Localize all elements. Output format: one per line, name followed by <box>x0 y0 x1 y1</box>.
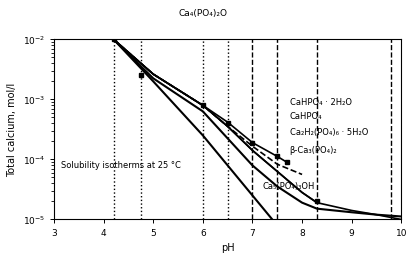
Y-axis label: Total calcium, mol/l: Total calcium, mol/l <box>7 82 17 177</box>
Text: Solubility isotherms at 25 °C: Solubility isotherms at 25 °C <box>61 161 181 170</box>
Text: Ca₄(PO₄)₂O: Ca₄(PO₄)₂O <box>178 9 226 18</box>
Text: Ca₂H₂(PO₄)₆ · 5H₂O: Ca₂H₂(PO₄)₆ · 5H₂O <box>289 128 367 137</box>
X-axis label: pH: pH <box>220 243 234 253</box>
Text: Ca₅(PO₄)₃OH: Ca₅(PO₄)₃OH <box>262 182 314 191</box>
Text: β-Ca₃(PO₄)₂: β-Ca₃(PO₄)₂ <box>289 146 337 155</box>
Text: CaHPO₄ · 2H₂O: CaHPO₄ · 2H₂O <box>289 98 351 107</box>
Text: CaHPO₄: CaHPO₄ <box>289 112 321 121</box>
